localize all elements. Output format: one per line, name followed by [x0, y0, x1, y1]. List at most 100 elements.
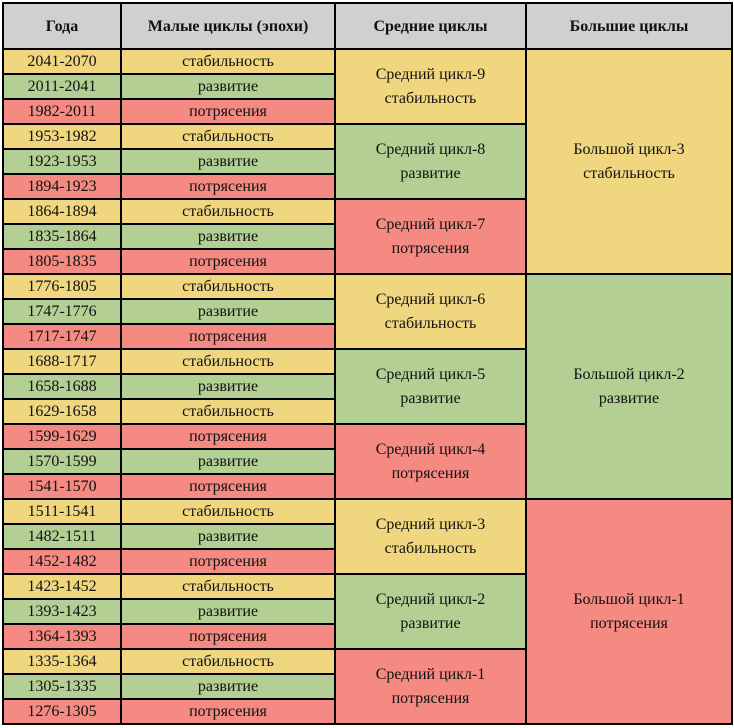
table-row: 1305-1335 развитие — [2, 673, 732, 700]
years-cell: 2011-2041 — [2, 73, 122, 100]
table-row: 1835-1864 развитие — [2, 223, 732, 250]
big-cycle-cell: Большой цикл-3 стабильность — [525, 48, 733, 275]
small-cycle-cell: потрясения — [120, 98, 336, 125]
medium-cycle-cell: Средний цикл-6 стабильность — [334, 273, 527, 350]
medium-cycle-name: Средний цикл-7 — [375, 215, 486, 233]
header-big-cycles: Большие циклы — [525, 2, 733, 50]
header-small-cycles: Малые циклы (эпохи) — [120, 2, 336, 50]
table-row: 1423-1452 стабильность Средний цикл-2 разви… — [2, 573, 732, 650]
small-cycle-cell: стабильность — [120, 273, 336, 300]
small-cycle-cell: потрясения — [120, 473, 336, 500]
table-row: 2041-2070 стабильность Средний цикл-9 стаби… — [2, 48, 733, 275]
years-cell: 1599-1629 — [2, 423, 122, 450]
years-cell: 1482-1511 — [2, 523, 122, 550]
years-cell: 1923-1953 — [2, 148, 122, 175]
small-cycle-cell: развитие — [120, 73, 336, 100]
medium-cycle-phase: потрясения — [391, 239, 470, 257]
table-row: 1364-1393 потрясения — [2, 623, 732, 650]
small-cycle-cell: развитие — [120, 673, 336, 700]
medium-cycle-phase: потрясения — [391, 464, 470, 482]
table-row: 1629-1658 стабильность — [2, 398, 732, 425]
small-cycle-cell: развитие — [120, 223, 336, 250]
table-row: 1923-1953 развитие — [2, 148, 732, 175]
medium-cycle-name: Средний цикл-2 — [375, 590, 486, 608]
big-cycle-phase: развитие — [598, 389, 660, 407]
medium-cycle-name: Средний цикл-9 — [375, 65, 486, 83]
years-cell: 1423-1452 — [2, 573, 122, 600]
years-cell: 1541-1570 — [2, 473, 122, 500]
years-cell: 1305-1335 — [2, 673, 122, 700]
years-cell: 1953-1982 — [2, 123, 122, 150]
big-cycle-name: Большой цикл-3 — [573, 140, 685, 158]
years-cell: 2041-2070 — [2, 48, 122, 75]
table-row: 1452-1482 потрясения — [2, 548, 732, 575]
medium-cycle-phase: потрясения — [391, 689, 470, 707]
medium-cycle-cell: Средний цикл-3 стабильность — [334, 498, 527, 575]
years-cell: 1776-1805 — [2, 273, 122, 300]
medium-cycle-name: Средний цикл-3 — [375, 515, 486, 533]
years-cell: 1511-1541 — [2, 498, 122, 525]
small-cycle-cell: стабильность — [120, 648, 336, 675]
medium-cycle-cell: Средний цикл-9 стабильность — [334, 48, 527, 125]
small-cycle-cell: стабильность — [120, 198, 336, 225]
table-row: 1393-1423 развитие — [2, 598, 732, 625]
table-row: 1805-1835 потрясения — [2, 248, 732, 275]
big-cycle-phase: стабильность — [583, 164, 675, 182]
medium-cycle-cell: Средний цикл-1 потрясения — [334, 648, 527, 725]
years-cell: 1658-1688 — [2, 373, 122, 400]
years-cell: 1688-1717 — [2, 348, 122, 375]
medium-cycle-cell: Средний цикл-7 потрясения — [334, 198, 527, 275]
years-cell: 1629-1658 — [2, 398, 122, 425]
medium-cycle-phase: стабильность — [384, 314, 477, 332]
small-cycle-cell: потрясения — [120, 623, 336, 650]
small-cycle-cell: развитие — [120, 373, 336, 400]
years-cell: 1393-1423 — [2, 598, 122, 625]
medium-cycle-name: Средний цикл-8 — [375, 140, 486, 158]
small-cycle-cell: развитие — [120, 448, 336, 475]
small-cycle-cell: развитие — [120, 298, 336, 325]
small-cycle-cell: стабильность — [120, 573, 336, 600]
table-row: 1511-1541 стабильность Средний цикл-3 стаби… — [2, 498, 733, 725]
medium-cycle-phase: стабильность — [384, 89, 477, 107]
table-row: 1599-1629 потрясения Средний цикл-4 потрясе… — [2, 423, 732, 500]
table-row: 1982-2011 потрясения — [2, 98, 732, 125]
small-cycle-cell: потрясения — [120, 548, 336, 575]
small-cycle-cell: потрясения — [120, 698, 336, 725]
table-row: 1482-1511 развитие — [2, 523, 732, 550]
years-cell: 1717-1747 — [2, 323, 122, 350]
medium-cycle-name: Средний цикл-1 — [375, 665, 486, 683]
small-cycle-cell: стабильность — [120, 348, 336, 375]
small-cycle-cell: потрясения — [120, 423, 336, 450]
table-row: 1276-1305 потрясения — [2, 698, 732, 725]
big-cycle-cell: Большой цикл-1 потрясения — [525, 498, 733, 725]
medium-cycle-cell: Средний цикл-5 развитие — [334, 348, 527, 425]
big-cycle-name: Большой цикл-1 — [573, 590, 685, 608]
header-years: Года — [2, 2, 122, 50]
small-cycle-cell: потрясения — [120, 173, 336, 200]
years-cell: 1452-1482 — [2, 548, 122, 575]
years-cell: 1276-1305 — [2, 698, 122, 725]
table-row: 1747-1776 развитие — [2, 298, 732, 325]
table-row: 1953-1982 стабильность Средний цикл-8 разви… — [2, 123, 732, 200]
table-row: 2011-2041 развитие — [2, 73, 732, 100]
medium-cycle-name: Средний цикл-6 — [375, 290, 486, 308]
years-cell: 1835-1864 — [2, 223, 122, 250]
small-cycle-cell: стабильность — [120, 398, 336, 425]
medium-cycle-phase: стабильность — [384, 539, 477, 557]
years-cell: 1864-1894 — [2, 198, 122, 225]
years-cell: 1894-1923 — [2, 173, 122, 200]
big-cycle-phase: потрясения — [590, 614, 668, 632]
table-row: 1776-1805 стабильность Средний цикл-6 стаби… — [2, 273, 733, 500]
medium-cycle-cell: Средний цикл-2 развитие — [334, 573, 527, 650]
table-row: 1894-1923 потрясения — [2, 173, 732, 200]
medium-cycle-phase: развитие — [400, 389, 461, 407]
table-row: 1541-1570 потрясения — [2, 473, 732, 500]
medium-cycle-cell: Средний цикл-4 потрясения — [334, 423, 527, 500]
small-cycle-cell: стабильность — [120, 123, 336, 150]
small-cycle-cell: развитие — [120, 523, 336, 550]
years-cell: 1364-1393 — [2, 623, 122, 650]
medium-cycle-phase: развитие — [400, 614, 461, 632]
years-cell: 1982-2011 — [2, 98, 122, 125]
small-cycle-cell: стабильность — [120, 498, 336, 525]
